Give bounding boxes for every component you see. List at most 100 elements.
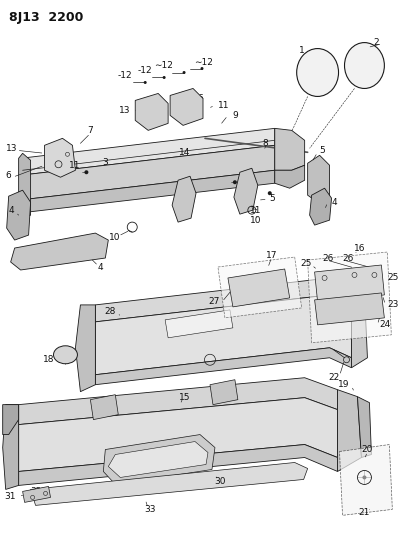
Ellipse shape [53, 346, 77, 364]
Ellipse shape [344, 43, 384, 88]
Text: 29: 29 [256, 295, 267, 304]
Text: 3: 3 [102, 158, 108, 167]
Polygon shape [339, 445, 391, 515]
Text: 20: 20 [361, 445, 372, 454]
Circle shape [84, 170, 88, 174]
Polygon shape [170, 88, 202, 125]
Polygon shape [337, 390, 360, 472]
Text: 16: 16 [353, 244, 364, 253]
Polygon shape [307, 252, 390, 343]
Polygon shape [30, 463, 307, 505]
Text: 10: 10 [109, 232, 120, 241]
Circle shape [200, 67, 203, 70]
Text: 5: 5 [269, 193, 275, 203]
Circle shape [162, 76, 165, 79]
Polygon shape [23, 487, 50, 503]
Polygon shape [90, 394, 118, 419]
Polygon shape [19, 170, 274, 213]
Polygon shape [95, 295, 351, 375]
Text: 18: 18 [43, 356, 54, 364]
Polygon shape [274, 128, 304, 170]
Text: 11: 11 [217, 101, 229, 110]
Polygon shape [307, 155, 329, 202]
Text: 6: 6 [6, 171, 11, 180]
Polygon shape [11, 233, 108, 270]
Text: ∼12: ∼12 [154, 61, 173, 70]
Text: 4: 4 [97, 263, 103, 272]
Polygon shape [19, 146, 274, 200]
Text: 5: 5 [319, 146, 324, 155]
Text: 32: 32 [30, 487, 42, 496]
Text: 4: 4 [9, 206, 14, 215]
Polygon shape [351, 288, 367, 368]
Polygon shape [356, 397, 371, 457]
Text: 19: 19 [337, 380, 349, 389]
Text: 33: 33 [144, 505, 156, 514]
Text: 2: 2 [373, 38, 378, 47]
Text: 11: 11 [69, 161, 80, 170]
Polygon shape [19, 398, 337, 472]
Text: 28: 28 [104, 308, 115, 317]
Polygon shape [95, 348, 351, 385]
Polygon shape [75, 305, 95, 392]
Text: -12: -12 [137, 66, 152, 75]
Text: 9: 9 [231, 111, 237, 120]
Text: 22: 22 [328, 373, 339, 382]
Text: 4: 4 [331, 198, 337, 207]
Text: 13: 13 [118, 106, 130, 115]
Text: 25: 25 [300, 259, 311, 268]
Polygon shape [227, 269, 289, 307]
Polygon shape [233, 168, 257, 214]
Text: 14: 14 [179, 148, 190, 157]
Text: 8: 8 [261, 139, 267, 148]
Polygon shape [103, 434, 214, 484]
Circle shape [232, 180, 236, 184]
Polygon shape [314, 265, 384, 302]
Text: 23: 23 [386, 301, 398, 309]
Polygon shape [19, 154, 30, 218]
Text: 8J13  2200: 8J13 2200 [9, 11, 83, 23]
Polygon shape [108, 441, 207, 478]
Circle shape [362, 475, 366, 480]
Polygon shape [95, 278, 351, 322]
Polygon shape [274, 165, 304, 188]
Text: -12: -12 [117, 71, 132, 80]
Text: 6: 6 [197, 94, 202, 103]
Text: 1: 1 [298, 46, 304, 55]
Text: 24: 24 [378, 320, 390, 329]
Text: 15: 15 [179, 393, 190, 402]
Polygon shape [45, 139, 75, 177]
Text: 7: 7 [87, 126, 93, 135]
Polygon shape [19, 378, 337, 425]
Text: 30: 30 [214, 477, 225, 486]
Polygon shape [314, 293, 384, 325]
Text: 11: 11 [249, 206, 261, 215]
Polygon shape [21, 128, 274, 175]
Ellipse shape [296, 49, 338, 96]
Polygon shape [19, 445, 337, 486]
Polygon shape [3, 405, 19, 489]
Text: 7: 7 [150, 101, 156, 110]
Polygon shape [6, 190, 30, 240]
Polygon shape [3, 405, 19, 434]
Text: 17: 17 [265, 251, 277, 260]
Polygon shape [135, 93, 168, 131]
Text: 21: 21 [357, 508, 369, 517]
Text: 13: 13 [178, 99, 189, 108]
Text: ∼12: ∼12 [194, 58, 212, 67]
Circle shape [143, 81, 146, 84]
Polygon shape [217, 257, 301, 318]
Polygon shape [309, 188, 331, 225]
Text: 13: 13 [6, 144, 17, 153]
Polygon shape [172, 176, 196, 222]
Text: 25: 25 [386, 273, 398, 282]
Text: 31: 31 [4, 492, 16, 501]
Polygon shape [209, 379, 237, 405]
Text: 10: 10 [249, 216, 261, 224]
Text: 27: 27 [208, 297, 220, 306]
Circle shape [267, 191, 271, 195]
Text: 26: 26 [321, 254, 333, 263]
Text: 26: 26 [342, 254, 353, 263]
Circle shape [182, 71, 185, 74]
Polygon shape [165, 310, 232, 338]
